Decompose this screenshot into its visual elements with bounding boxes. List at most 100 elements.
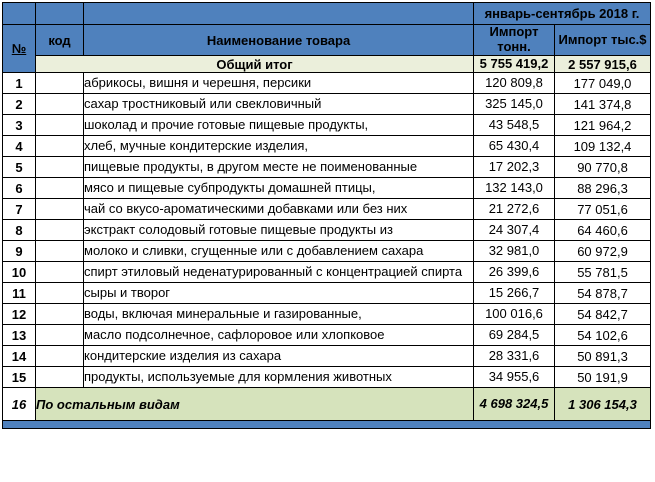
row-code-cell bbox=[35, 345, 84, 368]
row-usd-cell: 50 891,3 bbox=[553, 345, 652, 368]
table-body: 1 абрикосы, вишня и черешня, персики 120… bbox=[2, 72, 652, 389]
top-num-spacer-cell bbox=[2, 2, 36, 25]
table-row: 1 абрикосы, вишня и черешня, персики 120… bbox=[2, 72, 652, 95]
rest-row-tons: 4 698 324,5 bbox=[473, 387, 555, 422]
rest-row-usd: 1 306 154,3 bbox=[553, 387, 652, 422]
row-number-cell: 8 bbox=[2, 219, 36, 242]
row-code-cell bbox=[35, 303, 84, 326]
row-name-cell: молоко и сливки, сгущенные или с добавле… bbox=[83, 240, 474, 263]
row-number-cell: 7 bbox=[2, 198, 36, 221]
import-table: январь-сентябрь 2018 г. № код Наименован… bbox=[1, 2, 652, 430]
row-tons-cell: 21 272,6 bbox=[473, 198, 555, 221]
row-number-cell: 3 bbox=[2, 114, 36, 137]
row-number-cell: 10 bbox=[2, 261, 36, 284]
row-number-cell: 5 bbox=[2, 156, 36, 179]
row-code-cell bbox=[35, 366, 84, 389]
bottom-blue-strip bbox=[1, 420, 652, 430]
row-tons-cell: 32 981,0 bbox=[473, 240, 555, 263]
row-name-cell: шоколад и прочие готовые пищевые продукт… bbox=[83, 114, 474, 137]
row-tons-cell: 15 266,7 bbox=[473, 282, 555, 305]
table-row: 15 продукты, используемые для кормления … bbox=[2, 366, 652, 389]
row-number-cell: 6 bbox=[2, 177, 36, 200]
grand-total-label: Общий итог bbox=[35, 54, 474, 74]
row-tons-cell: 34 955,6 bbox=[473, 366, 555, 389]
row-tons-cell: 69 284,5 bbox=[473, 324, 555, 347]
row-name-cell: спирт этиловый неденатурированный с конц… bbox=[83, 261, 474, 284]
row-code-cell bbox=[35, 114, 84, 137]
row-code-cell bbox=[35, 72, 84, 95]
row-tons-cell: 17 202,3 bbox=[473, 156, 555, 179]
row-usd-cell: 141 374,8 bbox=[553, 93, 652, 116]
rest-categories-row: 16 По остальным видам 4 698 324,5 1 306 … bbox=[2, 387, 652, 422]
table-row: 5 пищевые продукты, в другом месте не по… bbox=[2, 156, 652, 179]
row-code-cell bbox=[35, 324, 84, 347]
row-code-cell bbox=[35, 156, 84, 179]
table-row: 2 сахар тростниковый или свекловичный 32… bbox=[2, 93, 652, 116]
row-number-cell: 12 bbox=[2, 303, 36, 326]
table-row: 4 хлеб, мучные кондитерские изделия, 65 … bbox=[2, 135, 652, 158]
row-usd-cell: 109 132,4 bbox=[553, 135, 652, 158]
row-number-cell: 9 bbox=[2, 240, 36, 263]
grand-total-usd: 2 557 915,6 bbox=[553, 54, 652, 74]
top-code-spacer-cell bbox=[35, 2, 84, 25]
period-header-cell: январь-сентябрь 2018 г. bbox=[472, 2, 652, 25]
row-code-cell bbox=[35, 198, 84, 221]
row-tons-cell: 26 399,6 bbox=[473, 261, 555, 284]
row-usd-cell: 77 051,6 bbox=[553, 198, 652, 221]
row-usd-cell: 60 972,9 bbox=[553, 240, 652, 263]
row-name-cell: продукты, используемые для кормления жив… bbox=[83, 366, 474, 389]
row-name-cell: экстракт солодовый готовые пищевые проду… bbox=[83, 219, 474, 242]
column-header-code: код bbox=[35, 24, 84, 56]
row-name-cell: пищевые продукты, в другом месте не поим… bbox=[83, 156, 474, 179]
rest-row-number-cell: 16 bbox=[2, 387, 36, 422]
row-number-cell: 11 bbox=[2, 282, 36, 305]
row-name-cell: сыры и творог bbox=[83, 282, 474, 305]
period-row: январь-сентябрь 2018 г. bbox=[2, 2, 652, 25]
row-usd-cell: 54 842,7 bbox=[553, 303, 652, 326]
table-row: 7 чай со вкусо-ароматическими добавками … bbox=[2, 198, 652, 221]
row-usd-cell: 55 781,5 bbox=[553, 261, 652, 284]
row-name-cell: кондитерские изделия из сахара bbox=[83, 345, 474, 368]
row-tons-cell: 325 145,0 bbox=[473, 93, 555, 116]
row-name-cell: хлеб, мучные кондитерские изделия, bbox=[83, 135, 474, 158]
row-usd-cell: 121 964,2 bbox=[553, 114, 652, 137]
column-header-import-usd: Импорт тыс.$ bbox=[553, 24, 652, 56]
column-header-import-tons: Импорт тонн. bbox=[473, 24, 555, 56]
row-number-cell: 13 bbox=[2, 324, 36, 347]
top-name-spacer-cell bbox=[83, 2, 474, 25]
row-usd-cell: 54 878,7 bbox=[553, 282, 652, 305]
row-name-cell: воды, включая минеральные и газированные… bbox=[83, 303, 474, 326]
table-row: 11 сыры и творог 15 266,7 54 878,7 bbox=[2, 282, 652, 305]
column-header-name: Наименование товара bbox=[83, 24, 474, 56]
row-usd-cell: 64 460,6 bbox=[553, 219, 652, 242]
row-tons-cell: 28 331,6 bbox=[473, 345, 555, 368]
table-row: 6 мясо и пищевые субпродукты домашней пт… bbox=[2, 177, 652, 200]
row-number-cell: 14 bbox=[2, 345, 36, 368]
row-number-cell: 2 bbox=[2, 93, 36, 116]
row-name-cell: чай со вкусо-ароматическими добавками ил… bbox=[83, 198, 474, 221]
row-usd-cell: 54 102,6 bbox=[553, 324, 652, 347]
row-code-cell bbox=[35, 240, 84, 263]
table-row: 14 кондитерские изделия из сахара 28 331… bbox=[2, 345, 652, 368]
table-row: 12 воды, включая минеральные и газирован… bbox=[2, 303, 652, 326]
row-code-cell bbox=[35, 282, 84, 305]
bottom-blue-strip-cell bbox=[1, 420, 652, 430]
row-usd-cell: 90 770,8 bbox=[553, 156, 652, 179]
table-row: 9 молоко и сливки, сгущенные или с добав… bbox=[2, 240, 652, 263]
row-number-cell: 15 bbox=[2, 366, 36, 389]
row-name-cell: мясо и пищевые субпродукты домашней птиц… bbox=[83, 177, 474, 200]
row-tons-cell: 120 809,8 bbox=[473, 72, 555, 95]
row-usd-cell: 177 049,0 bbox=[553, 72, 652, 95]
grand-total-row: Общий итог 5 755 419,2 2 557 915,6 bbox=[3, 54, 652, 74]
grand-total-tons: 5 755 419,2 bbox=[473, 54, 555, 74]
row-tons-cell: 24 307,4 bbox=[473, 219, 555, 242]
row-number-cell: 4 bbox=[2, 135, 36, 158]
table-row: 13 масло подсолнечное, сафлоровое или хл… bbox=[2, 324, 652, 347]
table-row: 8 экстракт солодовый готовые пищевые про… bbox=[2, 219, 652, 242]
row-tons-cell: 65 430,4 bbox=[473, 135, 555, 158]
row-tons-cell: 43 548,5 bbox=[473, 114, 555, 137]
row-usd-cell: 50 191,9 bbox=[553, 366, 652, 389]
column-header-row: № код Наименование товара Импорт тонн. И… bbox=[2, 23, 652, 74]
row-tons-cell: 132 143,0 bbox=[473, 177, 555, 200]
row-name-cell: масло подсолнечное, сафлоровое или хлопк… bbox=[83, 324, 474, 347]
